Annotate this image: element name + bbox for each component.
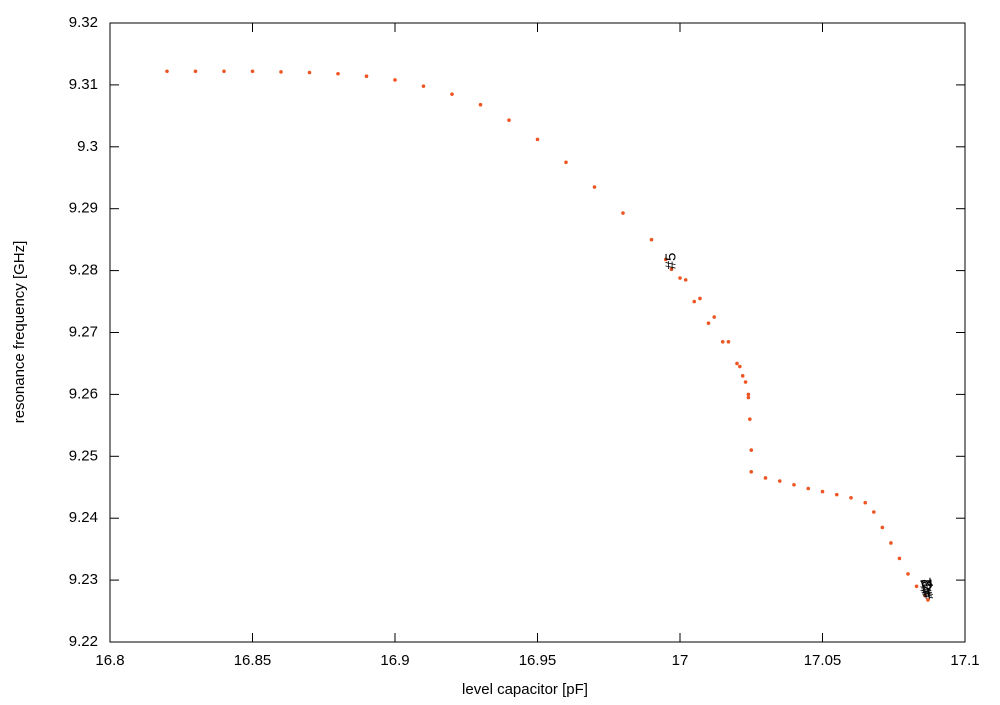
data-point <box>743 380 748 384</box>
y-tick-label: 9.32 <box>69 14 98 31</box>
data-point <box>740 374 745 378</box>
x-tick-label: 16.95 <box>519 652 557 669</box>
annotation: #5 <box>662 253 679 270</box>
x-axis-label: level capacitor [pF] <box>462 681 588 698</box>
data-point <box>897 556 902 561</box>
data-point <box>880 525 885 530</box>
data-point <box>649 237 654 242</box>
data-point <box>421 84 426 88</box>
data-point <box>872 510 876 514</box>
data-point <box>906 572 910 576</box>
data-point <box>165 69 169 74</box>
data-point <box>592 185 597 189</box>
data-point <box>777 479 782 483</box>
data-point <box>678 276 682 280</box>
data-point <box>746 395 751 400</box>
x-tick-label: 16.8 <box>95 652 124 669</box>
data-point <box>478 102 483 107</box>
data-point <box>307 70 312 75</box>
y-tick-label: 9.29 <box>69 200 98 217</box>
data-point <box>393 78 397 82</box>
data-point <box>279 70 283 74</box>
data-point <box>720 339 725 344</box>
data-point <box>364 74 369 79</box>
data-point <box>748 417 752 421</box>
data-point <box>738 364 742 369</box>
data-point <box>683 278 688 282</box>
data-point <box>621 211 625 215</box>
data-point <box>735 361 739 366</box>
data-point <box>706 321 711 326</box>
data-point <box>698 296 702 301</box>
data-point <box>663 257 668 262</box>
y-tick-label: 9.26 <box>69 385 98 402</box>
y-tick-label: 9.25 <box>69 447 98 464</box>
data-point <box>746 392 751 397</box>
y-tick-label: 9.28 <box>69 262 98 279</box>
data-point <box>749 469 754 474</box>
data-point <box>749 448 754 452</box>
data-point <box>849 495 853 500</box>
x-tick-label: 17.05 <box>804 652 842 669</box>
data-point <box>889 541 893 545</box>
x-tick-label: 17 <box>672 652 689 669</box>
y-tick-label: 9.3 <box>77 138 98 155</box>
data-point <box>222 69 226 74</box>
y-tick-label: 9.22 <box>69 633 98 650</box>
annotation: #3 <box>919 581 936 598</box>
data-point <box>564 160 568 165</box>
y-tick-label: 9.24 <box>69 509 98 526</box>
y-tick-label: 9.23 <box>69 571 98 588</box>
annotation: #2 <box>918 579 935 596</box>
data-point <box>535 137 540 142</box>
data-point <box>820 489 825 494</box>
data-point <box>726 339 731 344</box>
x-tick-label: 17.1 <box>950 652 979 669</box>
y-tick-label: 9.27 <box>69 323 98 340</box>
data-point <box>712 315 716 319</box>
data-point <box>914 584 919 589</box>
x-tick-label: 16.85 <box>234 652 272 669</box>
data-point <box>763 476 768 480</box>
data-point <box>450 92 454 96</box>
data-point <box>669 267 674 272</box>
plot-frame <box>109 22 966 643</box>
data-point <box>923 593 927 598</box>
data-point <box>250 69 255 74</box>
data-point <box>193 69 198 74</box>
data-point <box>834 492 839 497</box>
data-point <box>336 71 340 76</box>
data-point <box>806 486 811 491</box>
x-tick-label: 16.9 <box>380 652 409 669</box>
data-point <box>792 482 796 487</box>
y-axis-label: resonance frequency [GHz] <box>11 241 28 424</box>
data-point <box>926 598 930 602</box>
data-point <box>692 299 697 304</box>
annotation: #4 <box>920 583 937 600</box>
data-point <box>507 118 511 122</box>
y-tick-label: 9.31 <box>69 76 98 93</box>
annotation: #1 <box>917 577 934 594</box>
data-point <box>863 500 868 505</box>
